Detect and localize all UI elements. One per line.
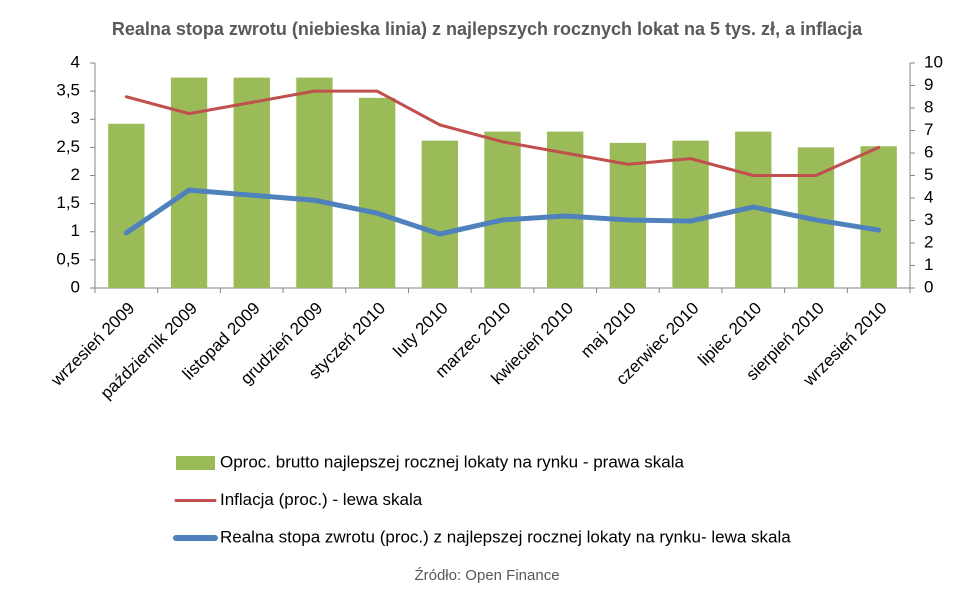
line (124, 89, 881, 177)
y-tick-label: 1,5 (56, 193, 80, 212)
bar (108, 123, 145, 288)
y2-tick-label: 6 (924, 142, 933, 161)
y-tick-label: 4 (71, 52, 80, 71)
bar (233, 77, 270, 288)
x-tick-label: maj 2010 (577, 299, 640, 362)
chart-title: Realna stopa zwrotu (niebieska linia) z … (112, 19, 863, 39)
y-tick-label: 0 (71, 277, 80, 296)
y2-tick-label: 5 (924, 165, 933, 184)
y2-tick-label: 8 (924, 97, 933, 116)
y-tick-label: 1 (71, 221, 80, 240)
y-tick-label: 2 (71, 165, 80, 184)
line (123, 187, 882, 237)
legend-swatch (176, 456, 215, 470)
y2-tick-label: 9 (924, 75, 933, 94)
bar (860, 146, 897, 288)
legend-label: Oproc. brutto najlepszej rocznej lokaty … (220, 452, 684, 471)
bar (484, 131, 521, 288)
y2-tick-label: 10 (924, 52, 943, 71)
y-tick-label: 3,5 (56, 81, 80, 100)
bar (358, 97, 396, 288)
y-tick-label: 0,5 (56, 249, 80, 268)
legend-label: Inflacja (proc.) - lewa skala (220, 490, 423, 509)
bar (609, 142, 647, 288)
legend-label: Realna stopa zwrotu (proc.) z najlepszej… (220, 527, 791, 546)
bar (296, 77, 333, 288)
x-tick-label: luty 2010 (390, 299, 452, 361)
y2-tick-label: 4 (924, 187, 933, 206)
bar (547, 131, 584, 288)
y2-tick-label: 3 (924, 210, 933, 229)
source: Źródło: Open Finance (414, 567, 559, 584)
y-tick-label: 3 (71, 109, 80, 128)
y-tick-label: 2,5 (56, 137, 80, 156)
bar (421, 140, 458, 288)
y2-tick-label: 2 (924, 232, 933, 251)
y2-tick-label: 0 (924, 277, 933, 296)
y2-tick-label: 7 (924, 120, 933, 139)
bar (672, 140, 709, 288)
y2-tick-label: 1 (924, 255, 933, 274)
